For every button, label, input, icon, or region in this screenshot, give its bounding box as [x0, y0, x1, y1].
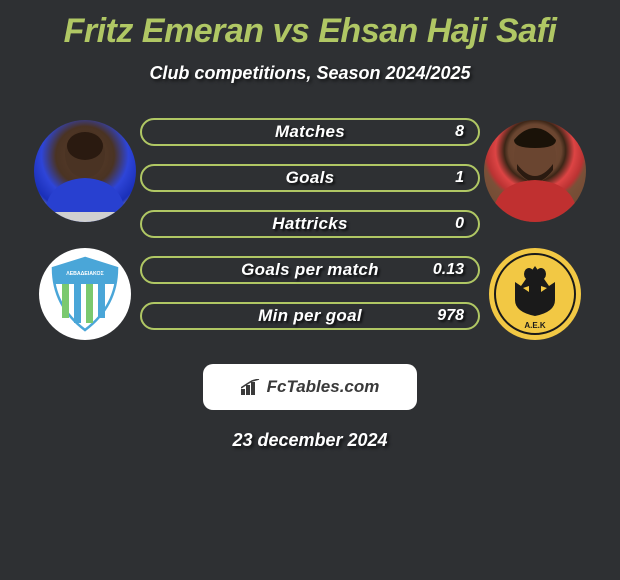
page-title: Fritz Emeran vs Ehsan Haji Safi: [64, 12, 557, 51]
player-left-avatar: [34, 120, 136, 222]
stat-label: Matches: [275, 122, 345, 142]
stat-row-goals: Goals 1: [140, 164, 480, 192]
club-left-text: ΛΕΒΑΔΕΙΑΚΟΣ: [66, 271, 103, 277]
brand-text: FcTables.com: [267, 377, 380, 397]
stat-label: Goals: [286, 168, 335, 188]
subtitle: Club competitions, Season 2024/2025: [149, 63, 470, 84]
stats-column: Matches 8 Goals 1 Hattricks 0 Goals per …: [140, 114, 480, 330]
stat-right-value: 8: [455, 123, 464, 141]
stat-row-gpm: Goals per match 0.13: [140, 256, 480, 284]
stat-right-value: 0.13: [433, 261, 464, 279]
levadiakos-badge-icon: ΛΕΒΑΔΕΙΑΚΟΣ: [45, 254, 125, 334]
stat-right-value: 1: [455, 169, 464, 187]
club-left-badge: ΛΕΒΑΔΕΙΑΚΟΣ: [39, 248, 131, 340]
player-silhouette-icon: [484, 120, 586, 222]
club-right-badge: A.E.K: [489, 248, 581, 340]
stat-label: Hattricks: [272, 214, 347, 234]
stat-row-mpg: Min per goal 978: [140, 302, 480, 330]
aek-badge-icon: A.E.K: [493, 252, 577, 336]
club-right-text: A.E.K: [524, 321, 546, 330]
main-area: ΛΕΒΑΔΕΙΑΚΟΣ Matches 8 Goals 1: [0, 114, 620, 340]
comparison-card: Fritz Emeran vs Ehsan Haji Safi Club com…: [0, 0, 620, 451]
stat-right-value: 978: [437, 307, 464, 325]
stat-label: Min per goal: [258, 306, 362, 326]
date-text: 23 december 2024: [232, 430, 387, 451]
stat-right-value: 0: [455, 215, 464, 233]
stat-row-hattricks: Hattricks 0: [140, 210, 480, 238]
player-silhouette-icon: [34, 120, 136, 222]
left-column: ΛΕΒΑΔΕΙΑΚΟΣ: [30, 114, 140, 340]
stat-row-matches: Matches 8: [140, 118, 480, 146]
bar-chart-icon: [241, 379, 261, 395]
brand-badge[interactable]: FcTables.com: [203, 364, 417, 410]
player-right-avatar: [484, 120, 586, 222]
stat-label: Goals per match: [241, 260, 379, 280]
right-column: A.E.K: [480, 114, 590, 340]
